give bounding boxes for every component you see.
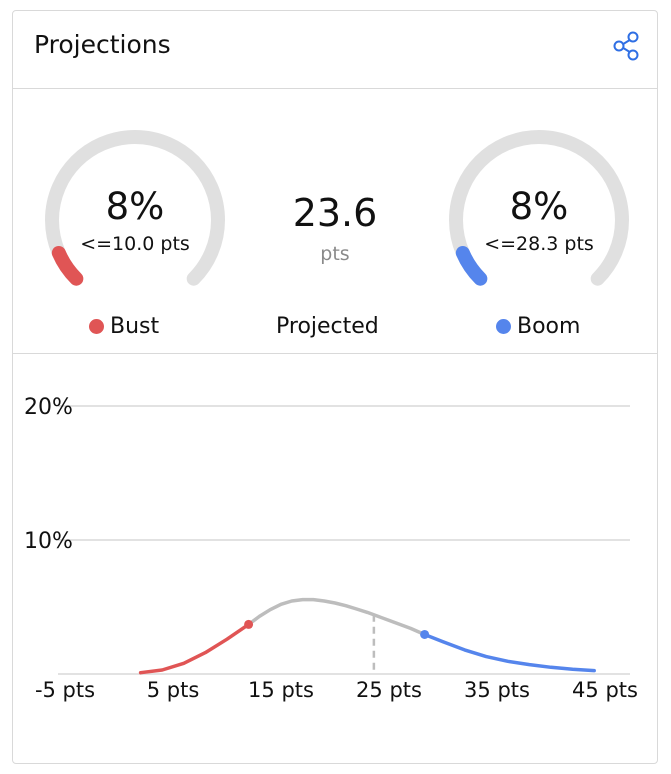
x-tick-label: 15 pts — [248, 678, 314, 702]
bust-label: Bust — [89, 314, 159, 339]
bust-gauge-track — [45, 130, 225, 286]
card-title: Projections — [34, 30, 171, 59]
card-header: Projections — [13, 11, 657, 89]
boom-label: Boom — [496, 314, 580, 339]
share-icon[interactable] — [611, 30, 643, 62]
boom-gauge-fill — [455, 245, 488, 286]
boom-percent: 8% — [509, 185, 569, 228]
bust-percent: 8% — [105, 185, 165, 228]
x-tick-label: -5 pts — [35, 678, 95, 702]
series-line-projected — [246, 597, 427, 637]
projected-unit: pts — [320, 243, 350, 265]
boom-threshold-point — [420, 629, 430, 639]
bust-threshold-point — [244, 619, 254, 629]
boom-threshold: <=28.3 pts — [484, 233, 594, 255]
series-line-bust — [138, 622, 251, 675]
x-tick-label: 45 pts — [572, 678, 638, 702]
y-tick-label: 20% — [24, 395, 73, 420]
series-line-boom — [422, 632, 596, 673]
x-tick-label: 35 pts — [464, 678, 530, 702]
boom-gauge: 8% <=28.3 pts — [446, 127, 632, 313]
boom-label-text: Boom — [517, 314, 581, 339]
y-tick-label: 10% — [24, 529, 73, 554]
projected-label: Projected — [276, 314, 379, 339]
bust-dot — [89, 319, 104, 334]
projections-card: Projections 8% <=10.0 pts 23.6 pts — [12, 10, 658, 764]
boom-dot — [496, 319, 511, 334]
projected-value: 23.6 — [292, 191, 378, 235]
x-tick-label: 25 pts — [356, 678, 422, 702]
x-tick-label: 5 pts — [147, 678, 200, 702]
boom-gauge-track — [449, 130, 629, 286]
gauges-section: 8% <=10.0 pts 23.6 pts 8% <=28.3 pts Bus… — [13, 89, 657, 354]
bust-gauge: 8% <=10.0 pts — [42, 127, 228, 313]
bust-gauge-fill — [51, 245, 84, 286]
bust-label-text: Bust — [110, 314, 160, 339]
bust-threshold: <=10.0 pts — [80, 233, 190, 255]
